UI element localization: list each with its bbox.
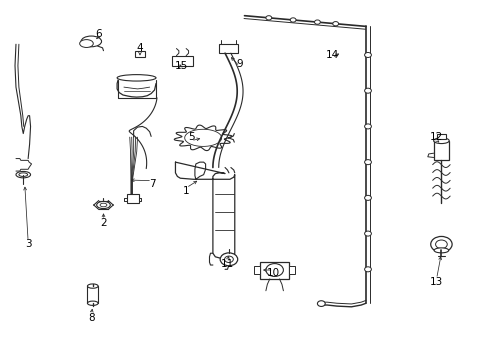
Circle shape [314,20,320,24]
Text: 1: 1 [183,186,189,196]
Ellipse shape [81,36,102,47]
Circle shape [289,18,295,22]
Circle shape [265,264,283,276]
Circle shape [332,22,338,26]
Text: 4: 4 [136,43,143,53]
FancyBboxPatch shape [126,194,138,203]
Ellipse shape [100,203,107,207]
Text: 3: 3 [25,239,31,249]
Text: 2: 2 [100,218,106,228]
Text: 9: 9 [236,59,243,69]
Text: 15: 15 [174,61,187,71]
Circle shape [364,124,371,129]
Text: 10: 10 [266,268,280,278]
Ellipse shape [433,138,448,144]
Ellipse shape [117,75,156,81]
Text: 6: 6 [95,28,102,39]
Ellipse shape [16,171,30,178]
Circle shape [430,237,451,252]
Circle shape [364,53,371,58]
FancyBboxPatch shape [433,141,448,160]
Ellipse shape [97,202,110,208]
Circle shape [265,16,271,20]
Polygon shape [175,162,234,259]
Ellipse shape [80,40,93,48]
Text: 13: 13 [429,277,442,287]
Circle shape [364,195,371,201]
Text: 5: 5 [187,132,194,142]
Ellipse shape [19,173,28,176]
FancyBboxPatch shape [171,56,193,66]
Ellipse shape [87,284,98,288]
Circle shape [224,256,233,262]
FancyBboxPatch shape [219,44,237,53]
Circle shape [364,267,371,272]
Polygon shape [175,157,235,253]
Circle shape [220,253,237,266]
FancyBboxPatch shape [436,134,446,139]
Circle shape [364,231,371,236]
FancyBboxPatch shape [254,266,260,274]
Text: 8: 8 [88,312,95,323]
Text: 7: 7 [148,179,155,189]
Text: 14: 14 [325,50,338,60]
FancyBboxPatch shape [260,262,288,279]
FancyBboxPatch shape [288,266,294,274]
FancyBboxPatch shape [135,51,144,57]
Text: 11: 11 [221,259,234,269]
Ellipse shape [87,301,98,305]
Circle shape [435,240,447,249]
Ellipse shape [433,248,448,253]
Circle shape [364,88,371,93]
Circle shape [364,159,371,165]
Text: 12: 12 [429,132,442,142]
Circle shape [317,301,325,306]
